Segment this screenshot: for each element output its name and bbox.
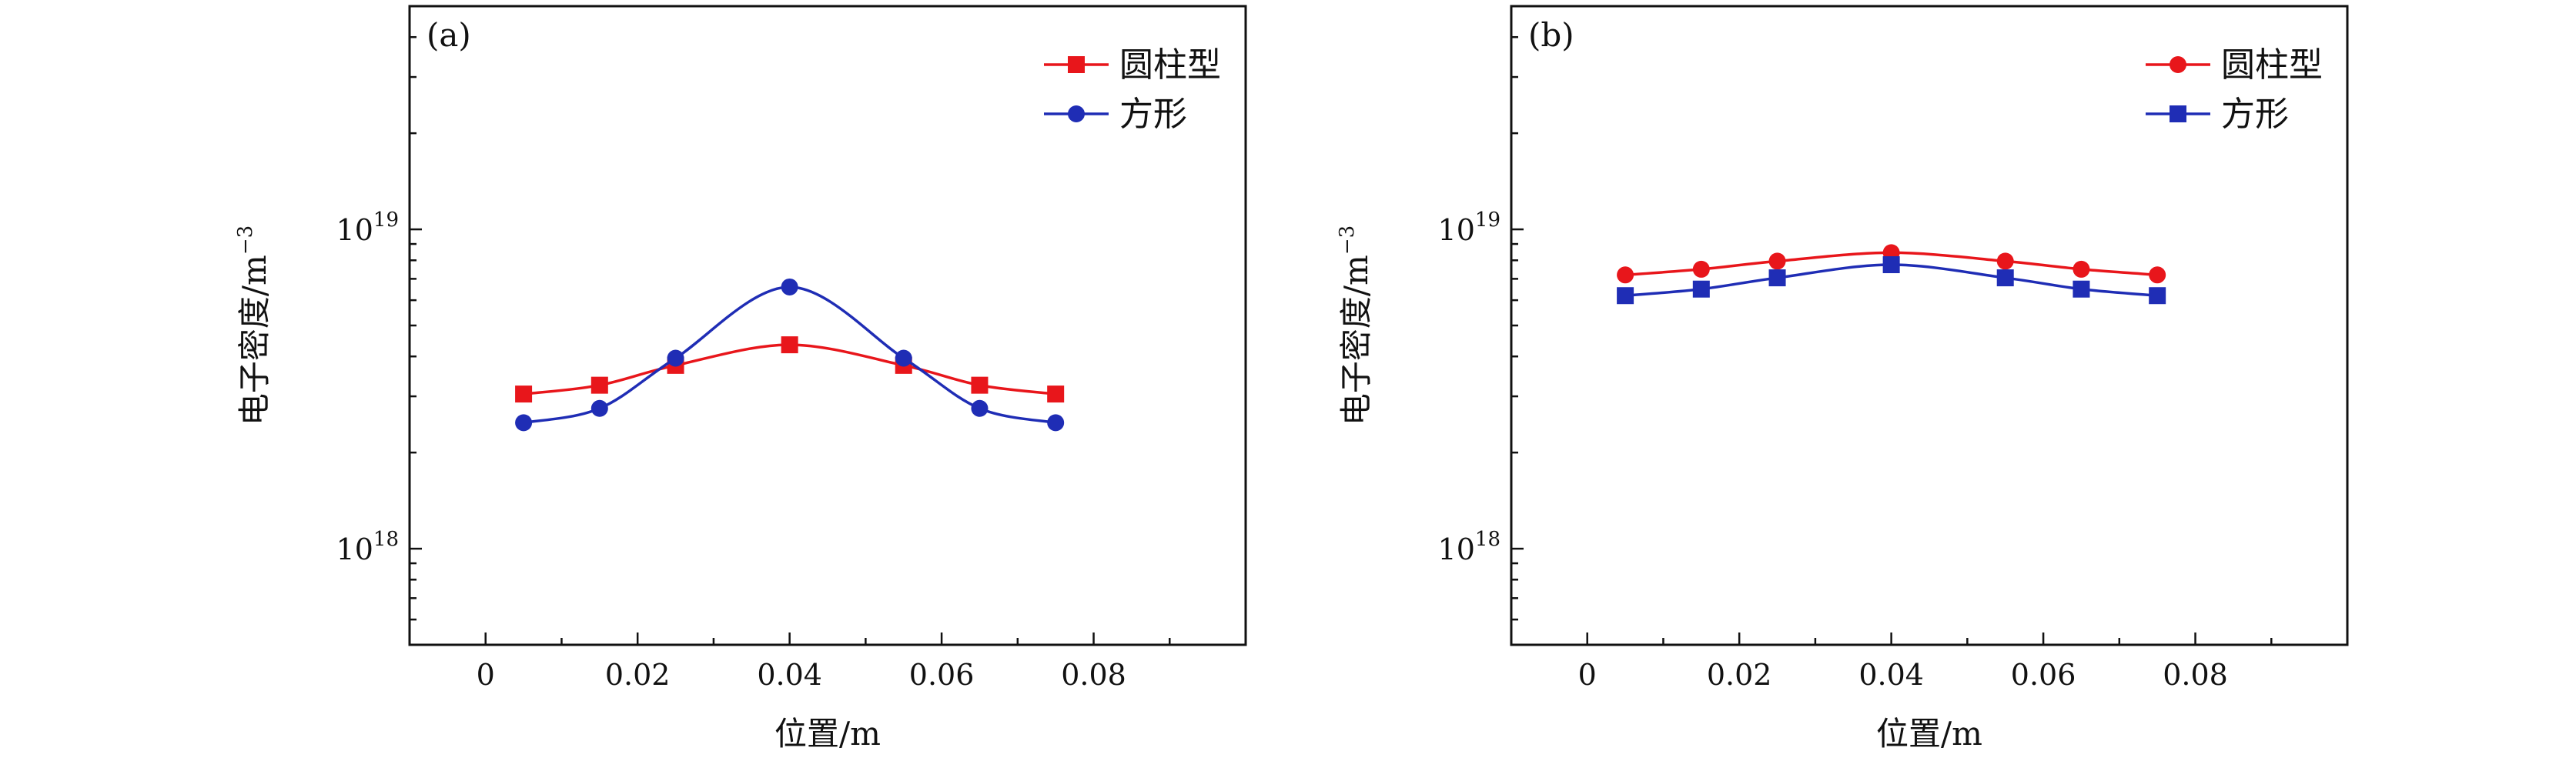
legend-marker-square (1068, 56, 1085, 73)
data-point-circle (667, 349, 684, 367)
x-tick-label: 0.08 (2163, 658, 2228, 692)
data-point-circle (2073, 260, 2090, 278)
data-point-square (515, 386, 533, 403)
x-tick-label: 0.06 (909, 658, 975, 692)
data-point-square (1882, 256, 1900, 274)
legend-label: 圆柱型 (2221, 45, 2323, 85)
data-point-circle (590, 399, 608, 417)
y-tick-label: 1018 (1438, 528, 1500, 566)
x-tick-label: 0 (477, 658, 495, 692)
data-point-circle (1692, 260, 1710, 278)
legend-marker-square (2170, 105, 2186, 122)
panel-label: (b) (1528, 16, 1574, 54)
data-point-circle (1768, 252, 1786, 270)
data-point-square (1047, 386, 1065, 403)
data-point-square (781, 336, 798, 354)
legend-label: 方形 (1119, 95, 1187, 134)
data-point-circle (895, 349, 912, 367)
legend-label: 圆柱型 (1119, 45, 1221, 85)
x-tick-label: 0.02 (1707, 658, 1772, 692)
data-point-square (1768, 269, 1786, 287)
panel-a: 0 0.02 0.04 0.06 0.08 1018 1019 位置/m 电子密度/m−3 (a)… (234, 5, 1247, 753)
data-point-circle (1617, 266, 1634, 284)
data-point-circle (971, 399, 989, 417)
data-point-square (2149, 287, 2166, 305)
data-point-square (2073, 280, 2090, 298)
data-point-square (1692, 280, 1710, 298)
x-tick-label: 0 (1578, 658, 1597, 692)
data-point-circle (1996, 252, 2014, 270)
panel-label: (a) (427, 16, 471, 54)
x-tick-label: 0.06 (2011, 658, 2076, 692)
data-point-square (971, 376, 989, 394)
data-point-circle (781, 278, 798, 295)
y-tick-label: 1018 (336, 528, 399, 566)
y-axis-title: 电子密度/m−3 (234, 225, 273, 426)
legend-marker-circle (1068, 105, 1085, 122)
x-tick-label: 0.08 (1061, 658, 1126, 692)
x-axis-title: 位置/m (774, 715, 881, 753)
data-point-square (1617, 287, 1634, 305)
y-tick-label: 1019 (1438, 209, 1500, 247)
data-point-circle (1047, 414, 1065, 432)
x-tick-label: 0.02 (605, 658, 671, 692)
y-axis-title: 电子密度/m−3 (1336, 225, 1375, 426)
legend-marker-circle (2170, 56, 2186, 73)
y-tick-label: 1019 (336, 209, 399, 247)
x-axis-title: 位置/m (1876, 715, 1982, 753)
x-tick-label: 0.04 (757, 658, 822, 692)
data-point-circle (2149, 266, 2166, 284)
x-tick-label: 0.04 (1858, 658, 1924, 692)
data-point-square (1996, 269, 2014, 287)
data-point-circle (515, 414, 533, 432)
legend-label: 方形 (2221, 95, 2289, 134)
data-point-square (590, 376, 608, 394)
panel-b: 0 0.02 0.04 0.06 0.08 1018 1019 位置/m 电子密度/m−3 (b)… (1336, 5, 2349, 753)
